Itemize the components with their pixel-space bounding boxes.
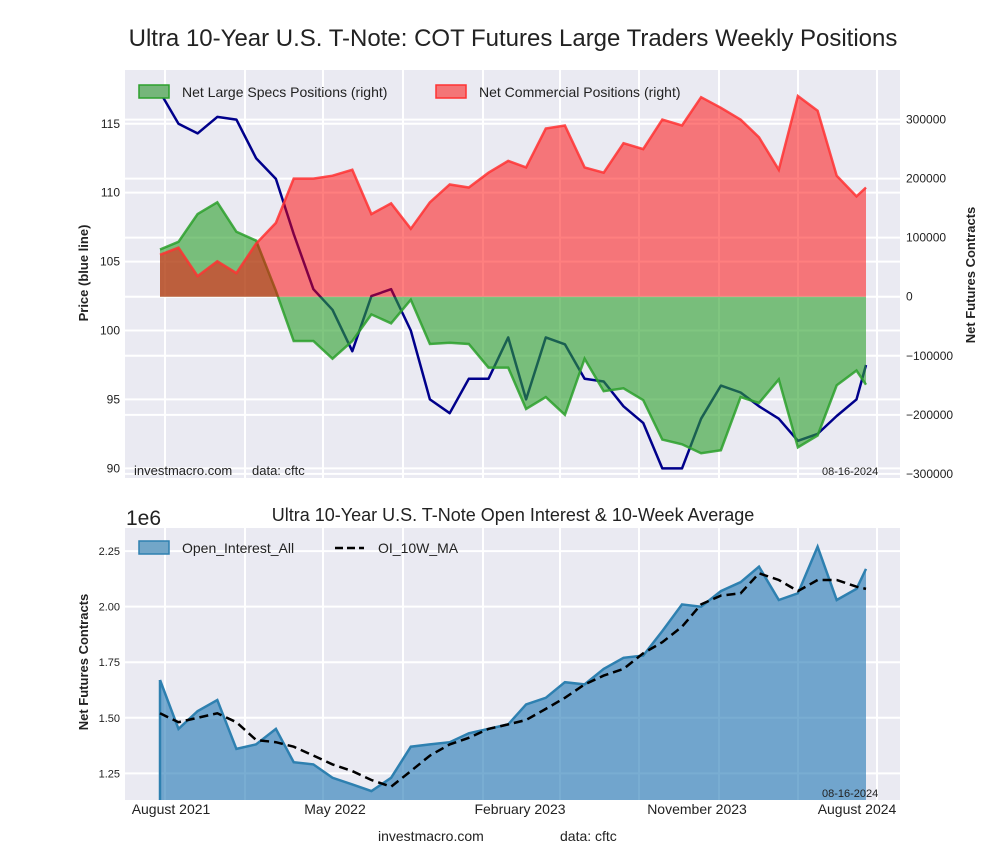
commercial-area	[160, 96, 866, 297]
bottom-y-tick-label: 2.00	[99, 602, 120, 614]
footer-site: investmacro.com	[378, 828, 484, 844]
left-tick-label: 95	[107, 392, 121, 406]
left-tick-label: 90	[107, 461, 121, 475]
bottom-series	[158, 543, 868, 800]
top-date-label: 08-16-2024	[822, 466, 878, 478]
legend-label-large-specs: Net Large Specs Positions (right)	[182, 84, 387, 100]
left-tick-label: 105	[100, 255, 120, 269]
top-watermark-source: data: cftc	[252, 463, 305, 478]
oi-scale-label: 1e6	[126, 507, 161, 530]
bottom-y-tick-label: 2.25	[99, 546, 120, 558]
legend-label-ma: OI_10W_MA	[378, 540, 459, 556]
open-interest-line	[158, 543, 868, 793]
top-axis-ticks: 115 110 105 100 95 90 300000 200000 100000 0 −1000…	[100, 113, 953, 481]
right-tick-label: 0	[906, 290, 913, 304]
legend-swatch-large-specs	[138, 84, 170, 99]
commercial-line	[159, 93, 867, 278]
top-legend: Net Large Specs Positions (right) Net Co…	[138, 84, 681, 100]
bottom-y-tick-label: 1.25	[99, 768, 120, 780]
bottom-y-tick-label: 1.50	[99, 713, 120, 725]
oi-ma-line	[159, 571, 867, 789]
open-interest-area	[160, 546, 866, 800]
right-tick-label: −300000	[906, 467, 953, 481]
bottom-y-tick-label: 1.75	[99, 657, 120, 669]
x-tick-label: November 2023	[647, 801, 747, 817]
large-specs-line	[159, 200, 868, 455]
bottom-axis-ticks: 2.25 2.00 1.75 1.50 1.25 August 2021 May 2022 F…	[99, 546, 897, 817]
right-tick-label: 100000	[906, 231, 946, 245]
top-series	[158, 91, 868, 470]
legend-label-commercial: Net Commercial Positions (right)	[479, 84, 681, 100]
bottom-date-label: 08-16-2024	[822, 788, 878, 800]
x-tick-label: May 2022	[304, 801, 366, 817]
bottom-y-axis-label: Net Futures Contracts	[76, 594, 91, 731]
large-specs-area	[160, 202, 866, 454]
right-tick-label: 300000	[906, 113, 946, 127]
oi-title: Ultra 10-Year U.S. T-Note Open Interest …	[272, 505, 755, 525]
x-tick-label: August 2024	[818, 801, 897, 817]
legend-swatch-open-interest	[138, 540, 170, 555]
main-title: Ultra 10-Year U.S. T-Note: COT Futures L…	[129, 25, 898, 52]
x-tick-label: February 2023	[474, 801, 565, 817]
left-axis-label: Price (blue line)	[76, 225, 91, 322]
right-tick-label: −200000	[906, 408, 953, 422]
left-tick-label: 100	[100, 324, 120, 338]
top-watermark-site: investmacro.com	[134, 463, 232, 478]
right-tick-label: 200000	[906, 172, 946, 186]
footer-source: data: cftc	[560, 828, 617, 844]
right-axis-label: Net Futures Contracts	[963, 207, 978, 344]
left-tick-label: 110	[101, 186, 120, 200]
x-tick-label: August 2021	[132, 801, 211, 817]
legend-label-open-interest: Open_Interest_All	[182, 540, 294, 556]
right-tick-label: −100000	[906, 349, 953, 363]
bottom-legend: Open_Interest_All OI_10W_MA	[138, 540, 459, 556]
legend-swatch-commercial	[435, 84, 467, 99]
left-tick-label: 115	[101, 117, 120, 131]
